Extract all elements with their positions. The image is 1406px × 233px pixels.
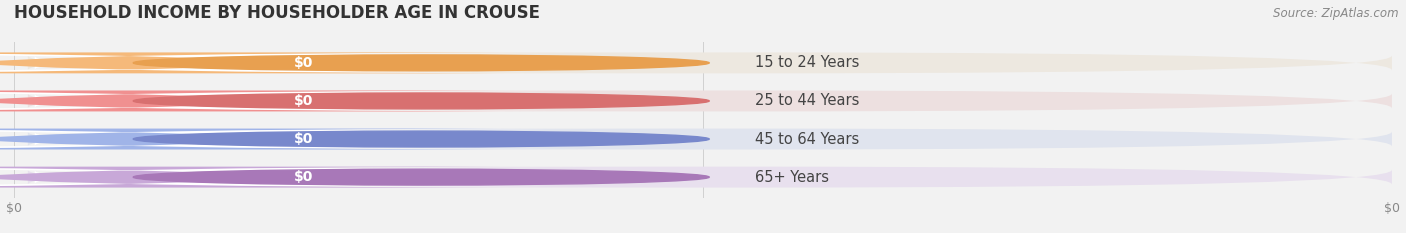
- FancyBboxPatch shape: [0, 52, 578, 73]
- Circle shape: [134, 93, 709, 109]
- Circle shape: [134, 55, 709, 71]
- Text: HOUSEHOLD INCOME BY HOUSEHOLDER AGE IN CROUSE: HOUSEHOLD INCOME BY HOUSEHOLDER AGE IN C…: [14, 4, 540, 22]
- FancyBboxPatch shape: [0, 54, 614, 72]
- FancyBboxPatch shape: [0, 90, 578, 111]
- FancyBboxPatch shape: [0, 92, 614, 110]
- Text: 65+ Years: 65+ Years: [755, 170, 828, 185]
- FancyBboxPatch shape: [0, 130, 614, 148]
- FancyBboxPatch shape: [28, 167, 1392, 188]
- FancyBboxPatch shape: [28, 129, 1392, 150]
- Text: $0: $0: [294, 94, 314, 108]
- Text: $0: $0: [294, 56, 314, 70]
- Text: Source: ZipAtlas.com: Source: ZipAtlas.com: [1274, 7, 1399, 20]
- Circle shape: [134, 169, 709, 185]
- FancyBboxPatch shape: [0, 167, 578, 188]
- FancyBboxPatch shape: [28, 52, 1392, 73]
- Text: $0: $0: [294, 132, 314, 146]
- FancyBboxPatch shape: [0, 129, 578, 150]
- Text: $0: $0: [294, 170, 314, 184]
- Circle shape: [134, 131, 709, 147]
- Text: 25 to 44 Years: 25 to 44 Years: [755, 93, 859, 108]
- Text: 15 to 24 Years: 15 to 24 Years: [755, 55, 859, 70]
- FancyBboxPatch shape: [0, 168, 614, 186]
- Text: 45 to 64 Years: 45 to 64 Years: [755, 132, 859, 147]
- FancyBboxPatch shape: [28, 90, 1392, 111]
